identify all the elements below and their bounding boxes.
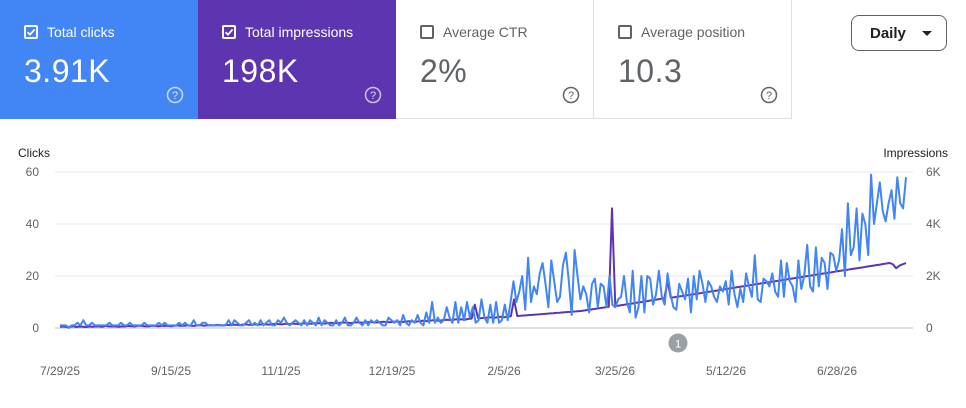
help-icon[interactable]: ? [562,86,580,104]
right-tick-label: 6K [926,165,941,179]
total-clicks-label: Total clicks [47,24,115,40]
left-tick-label: 60 [26,165,40,179]
average-position-checkbox[interactable] [618,25,632,39]
x-tick-label: 12/19/25 [369,364,416,378]
x-tick-label: 9/15/25 [151,364,191,378]
average-position-card[interactable]: Average position 10.3 ? [594,0,792,119]
left-tick-label: 20 [26,269,40,283]
average-position-label: Average position [641,24,746,40]
granularity-dropdown[interactable]: Daily [851,15,947,51]
total-impressions-value: 198K [222,53,299,89]
caret-down-icon [922,31,932,36]
average-ctr-label: Average CTR [443,24,528,40]
svg-text:?: ? [568,90,574,102]
average-ctr-value: 2% [420,53,468,89]
granularity-selected: Daily [870,24,906,42]
total-impressions-checkbox[interactable] [222,25,236,39]
total-clicks-checkbox[interactable] [24,25,38,39]
left-axis-title: Clicks [18,146,50,160]
help-icon[interactable]: ? [166,86,184,104]
left-tick-label: 0 [32,321,39,335]
x-tick-label: 6/28/26 [817,364,857,378]
total-clicks-card[interactable]: Total clicks 3.91K ? [0,0,198,119]
total-impressions-card[interactable]: Total impressions 198K ? [198,0,396,119]
right-tick-label: 0 [926,321,933,335]
metric-cards: Total clicks 3.91K ? Total impressions 1… [0,0,792,119]
average-ctr-header: Average CTR [420,24,528,40]
check-icon [224,28,234,36]
chart-grid [55,171,913,329]
right-tick-label: 2K [926,269,941,283]
total-impressions-label: Total impressions [245,24,354,40]
total-clicks-header: Total clicks [24,24,115,40]
total-impressions-header: Total impressions [222,24,353,40]
annotation-marker[interactable]: 1 [668,333,688,353]
left-tick-label: 40 [26,217,40,231]
average-ctr-card[interactable]: Average CTR 2% ? [396,0,594,119]
help-icon[interactable]: ? [760,86,778,104]
help-icon[interactable]: ? [364,86,382,104]
average-position-header: Average position [618,24,745,40]
x-tick-label: 11/1/25 [261,364,300,378]
x-tick-label: 2/5/26 [487,364,521,378]
x-axis-ticks: 7/29/25 9/15/25 11/1/25 12/19/25 2/5/26 3/25/… [40,364,857,378]
x-tick-label: 3/25/26 [595,364,635,378]
total-clicks-value: 3.91K [24,53,111,89]
x-tick-label: 7/29/25 [40,364,80,378]
svg-text:?: ? [370,90,376,102]
clicks-line [60,173,907,329]
x-tick-label: 5/12/26 [706,364,746,378]
chart-series [59,173,907,329]
average-position-value: 10.3 [618,53,683,89]
annotation-marker-label: 1 [675,339,681,351]
check-icon [26,28,36,36]
left-axis-ticks: 60 40 20 0 [26,165,40,335]
average-ctr-checkbox[interactable] [420,25,434,39]
annotation-marker-circle [668,333,688,353]
right-axis-title: Impressions [883,146,948,160]
right-axis-ticks: 6K 4K 2K 0 [926,165,941,335]
svg-text:?: ? [172,90,178,102]
right-tick-label: 4K [926,217,941,231]
svg-text:?: ? [766,90,772,102]
